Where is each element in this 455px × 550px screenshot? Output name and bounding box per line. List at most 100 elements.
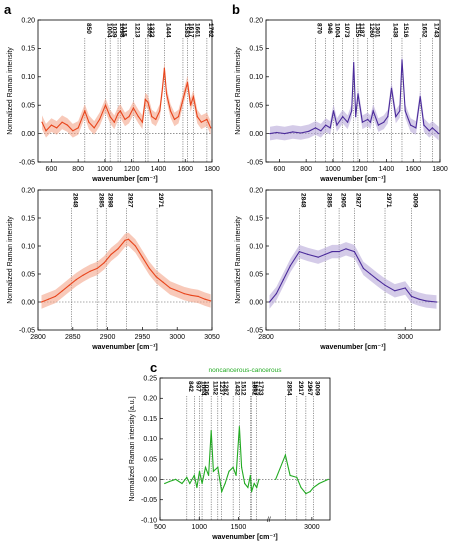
data-point [183, 293, 185, 295]
peak-label: 1583 [183, 23, 190, 38]
series-std-band [270, 52, 439, 141]
data-point [336, 124, 338, 126]
peak-label: 1652 [251, 381, 258, 396]
data-point [147, 101, 149, 103]
data-point [66, 124, 68, 126]
data-point [144, 98, 146, 101]
y-tick-label: 0.15 [21, 215, 35, 222]
peak-label: 1004 [200, 381, 207, 396]
data-point [258, 478, 260, 480]
peak-label: 1115 [121, 23, 128, 37]
data-point [324, 253, 326, 255]
data-point [50, 124, 53, 126]
x-tick-label: 1800 [204, 166, 220, 173]
data-point [235, 474, 237, 476]
x-axis-label: wavenumber [cm⁻¹] [91, 344, 158, 351]
chart-b-top: -0.05 0.00 0.05 0.10 0.15 0.20 600 800 1000 1200 1… [235, 17, 448, 183]
data-point [88, 121, 90, 123]
x-tick-label: 2800 [258, 334, 274, 341]
data-point [327, 478, 329, 480]
data-point [342, 116, 344, 118]
data-point [163, 67, 165, 69]
data-point [61, 290, 64, 292]
peak-label: 946 [326, 23, 333, 34]
x-tick-label: 1000 [191, 524, 207, 531]
y-tick-label: 0.20 [143, 396, 157, 403]
data-point [428, 130, 430, 132]
series-line [269, 248, 437, 303]
x-tick-label: 1400 [151, 166, 167, 173]
data-point [206, 118, 208, 120]
x-tick-label: 2800 [30, 334, 46, 341]
peak-label: 870 [316, 23, 323, 34]
data-point [296, 476, 298, 478]
y-tick-label: -0.05 [19, 159, 35, 166]
data-point [141, 121, 143, 123]
x-axis-label: wavenumber [cm⁻¹] [319, 176, 386, 183]
peak-label: 2848 [300, 193, 307, 208]
data-point [210, 300, 212, 302]
y-axis-label: Normalized Raman intensity [7, 216, 14, 304]
data-point [419, 96, 421, 98]
peak-label: 2854 [286, 381, 293, 396]
data-point [169, 287, 171, 289]
data-point [394, 290, 396, 292]
y-tick-label: 0.20 [249, 17, 263, 24]
peak-label: 1036 [202, 381, 209, 396]
data-point [155, 118, 157, 120]
data-point [82, 274, 84, 276]
panel-letter-a: a [4, 2, 12, 17]
x-tick-label: 1200 [352, 166, 368, 173]
data-point [347, 121, 349, 123]
x-tick-label: 1000 [97, 166, 113, 173]
data-point [77, 127, 79, 129]
peak-label: 1004 [334, 23, 341, 38]
y-tick-label: 0.15 [249, 46, 263, 53]
series-line [41, 238, 211, 303]
peak-label: 2971 [385, 193, 392, 208]
y-axis-label: Normalized Raman intensity [7, 47, 14, 135]
data-point [196, 486, 198, 489]
x-tick-label: 500 [154, 524, 166, 531]
data-point [329, 127, 331, 129]
data-point [345, 248, 347, 250]
peak-label: 1301 [373, 23, 380, 38]
data-point [110, 253, 112, 255]
peak-label: 1287 [222, 381, 229, 396]
chart-a-top: -0.05 0.00 0.05 0.10 0.15 0.20 600 800 1000 1200 1… [7, 17, 220, 183]
series-line [41, 68, 212, 132]
data-point [362, 267, 364, 269]
data-point [192, 96, 194, 98]
x-tick-label: 3000 [304, 524, 320, 531]
data-point [132, 107, 134, 109]
peak-label: 1152 [211, 381, 218, 395]
data-point [387, 116, 389, 118]
data-point [383, 121, 385, 123]
chart-c: noncancerous-cancerous -0.10 -0.05 0.00 0.05… [129, 367, 331, 541]
peak-label: 1098 [118, 23, 125, 38]
data-point [176, 290, 178, 292]
y-tick-label: 0.20 [21, 187, 35, 194]
peak-label: 2905 [339, 193, 346, 208]
data-point [325, 124, 327, 126]
data-point [232, 466, 234, 468]
peak-label: 1733 [257, 381, 264, 396]
peak-label: 1432 [233, 381, 240, 396]
data-point [208, 474, 210, 476]
y-tick-label: -0.05 [19, 327, 35, 334]
peak-label: 2917 [297, 381, 304, 396]
data-point [300, 132, 302, 134]
data-point [221, 491, 223, 493]
peak-label: 2927 [355, 193, 362, 208]
y-tick-label: 0.10 [249, 74, 263, 81]
data-point [68, 284, 70, 286]
x-tick-label: 1600 [177, 166, 193, 173]
peak-label: 937 [194, 381, 201, 392]
chart-a-bottom: -0.05 0.00 0.05 0.10 0.15 0.20 2800 2850 2900 295… [7, 187, 220, 351]
x-tick-label: 3000 [169, 334, 185, 341]
x-tick-label: 800 [72, 166, 84, 173]
data-point [289, 474, 291, 476]
data-point [186, 81, 189, 84]
y-axis-label: Normalized Raman intensity [235, 47, 242, 135]
